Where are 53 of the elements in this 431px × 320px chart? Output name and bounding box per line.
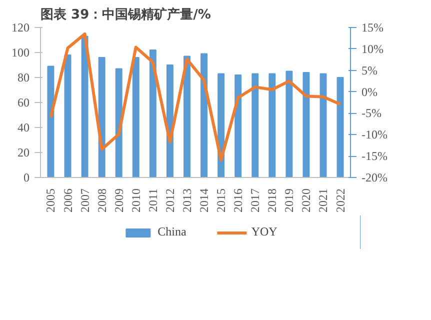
bar: [200, 53, 208, 178]
bar: [132, 57, 140, 178]
bar: [252, 73, 259, 178]
x-tick-label: 2011: [146, 188, 160, 212]
x-tick-label: 2019: [282, 188, 296, 212]
x-tick-label: 2007: [78, 188, 92, 212]
y2-tick-label: -15%: [362, 149, 388, 164]
x-tick-label: 2018: [265, 188, 280, 212]
bar: [234, 74, 242, 178]
x-tick-label: 2017: [248, 188, 262, 212]
y2-tick-label: -10%: [362, 128, 388, 142]
bar: [81, 36, 88, 178]
bar: [320, 73, 327, 178]
bar: [268, 73, 276, 178]
x-tick-label: 2014: [197, 188, 212, 212]
bar: [115, 68, 122, 178]
x-tick-label: 2009: [112, 188, 126, 212]
x-tick-label: 2022: [333, 188, 348, 212]
legend-label: YOY: [251, 224, 278, 240]
y2-tick-label: -20%: [362, 170, 388, 184]
y-tick-label: 40: [18, 120, 30, 134]
x-tick-label: 2013: [180, 188, 194, 212]
x-tick-label: 2021: [316, 188, 330, 212]
y-tick-label: 60: [18, 96, 30, 110]
y-tick-label: 20: [18, 146, 30, 160]
x-tick-label: 2006: [60, 188, 75, 212]
bar: [64, 54, 72, 178]
y-tick-label: 80: [18, 70, 30, 84]
bar: [336, 77, 344, 178]
x-tick-label: 2012: [162, 188, 177, 212]
bar: [47, 66, 54, 178]
y2-tick-label: 5%: [362, 63, 378, 78]
bar: [149, 50, 156, 178]
bar: [98, 57, 106, 178]
legend-label: China: [158, 224, 186, 240]
y2-tick-label: 15%: [362, 20, 384, 34]
y2-tick-label: 0%: [362, 84, 378, 99]
y-tick-label: 100: [12, 46, 30, 60]
bar: [286, 70, 293, 178]
x-tick-label: 2005: [44, 188, 58, 212]
y2-tick-label: 10%: [362, 42, 384, 56]
bar: [302, 72, 310, 178]
y2-tick-label: -5%: [362, 106, 382, 120]
x-tick-label: 2020: [299, 188, 314, 212]
y-tick-label: 120: [12, 20, 30, 34]
chart-title: 图表 39：中国锡精矿产量/%: [40, 6, 211, 22]
bar: [184, 56, 190, 178]
x-tick-label: 2008: [94, 188, 109, 212]
line-series: [49, 32, 342, 162]
x-tick-label: 2010: [128, 188, 143, 212]
x-tick-label: 2015: [214, 188, 228, 212]
x-tick-label: 2016: [231, 188, 246, 212]
y-tick-label: 0: [24, 170, 30, 184]
